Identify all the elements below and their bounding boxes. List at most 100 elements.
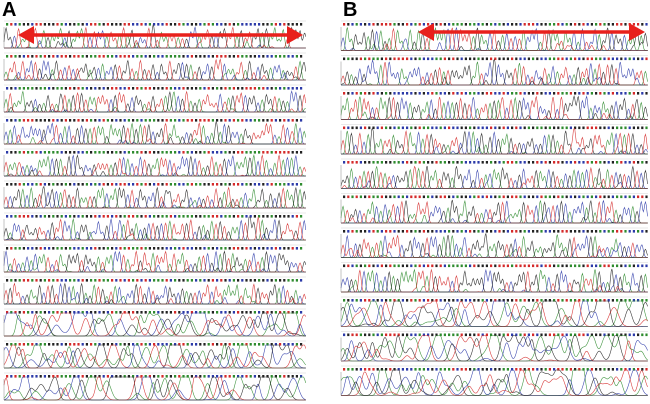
base-call — [31, 119, 34, 122]
base-call — [27, 87, 30, 90]
base-call — [443, 333, 446, 337]
base-call — [43, 87, 46, 90]
base-call — [502, 195, 505, 199]
base-call — [506, 57, 509, 61]
base-call — [258, 55, 261, 58]
base-call — [52, 87, 55, 90]
base-call — [31, 183, 34, 186]
base-call — [511, 368, 514, 371]
base-call — [532, 92, 535, 95]
base-call — [536, 57, 539, 61]
base-call — [56, 375, 59, 378]
base-call — [153, 375, 156, 378]
base-call — [165, 375, 168, 378]
base-call — [540, 333, 543, 337]
base-call — [473, 57, 476, 61]
base-call — [502, 92, 505, 95]
base-call — [427, 92, 430, 95]
base-call — [645, 161, 648, 164]
base-call — [39, 279, 42, 282]
base-call — [620, 92, 623, 95]
base-call — [18, 87, 21, 90]
base-call — [228, 23, 231, 26]
base-call — [422, 368, 425, 371]
base-call — [460, 161, 463, 164]
base-call — [207, 279, 210, 282]
base-call — [544, 264, 547, 268]
base-call — [69, 183, 72, 186]
base-call — [439, 195, 442, 199]
base-call — [523, 299, 526, 302]
base-call — [590, 230, 593, 233]
base-call — [599, 333, 602, 337]
base-call — [343, 92, 346, 95]
base-call — [90, 311, 93, 314]
base-call — [443, 92, 446, 95]
base-call — [48, 23, 51, 26]
base-call — [502, 57, 505, 61]
base-call — [368, 57, 371, 61]
base-call — [582, 92, 585, 95]
base-call — [490, 126, 493, 130]
base-call — [637, 195, 640, 199]
base-call — [616, 368, 619, 371]
base-call — [452, 161, 455, 164]
base-call — [569, 368, 572, 371]
base-call — [443, 264, 446, 268]
base-call — [582, 368, 585, 371]
base-call — [14, 343, 17, 346]
base-call — [35, 311, 38, 314]
base-call — [136, 375, 139, 378]
base-call — [283, 247, 286, 250]
base-call — [161, 183, 164, 186]
base-call — [190, 375, 193, 378]
base-call — [590, 57, 593, 61]
base-call — [368, 368, 371, 371]
base-call — [553, 23, 556, 26]
base-call — [195, 55, 198, 58]
base-call — [98, 279, 101, 282]
base-call — [406, 333, 409, 337]
base-call — [485, 126, 488, 130]
base-call — [161, 87, 164, 90]
base-call — [300, 151, 303, 154]
base-call — [632, 57, 635, 61]
base-call — [22, 151, 25, 154]
base-call — [557, 92, 560, 95]
base-call — [616, 23, 619, 26]
base-call — [456, 299, 459, 302]
base-call — [228, 119, 231, 122]
base-call — [85, 119, 88, 122]
base-call — [632, 161, 635, 164]
base-call — [355, 230, 358, 233]
base-call — [548, 264, 551, 268]
base-call — [368, 92, 371, 95]
base-call — [249, 183, 252, 186]
base-call — [477, 299, 480, 302]
base-call — [211, 279, 214, 282]
base-call — [153, 343, 156, 346]
base-call — [481, 92, 484, 95]
base-call — [641, 333, 644, 337]
base-call — [473, 195, 476, 199]
base-call — [380, 264, 383, 268]
base-call — [431, 333, 434, 337]
base-call — [557, 57, 560, 61]
base-call — [274, 343, 277, 346]
base-call — [406, 299, 409, 302]
base-call — [456, 195, 459, 199]
base-call — [561, 92, 564, 95]
base-call — [372, 57, 375, 61]
base-call — [540, 126, 543, 130]
base-call — [452, 264, 455, 268]
base-call — [469, 126, 472, 130]
base-call — [127, 215, 130, 218]
base-call — [368, 161, 371, 164]
base-call — [481, 195, 484, 199]
base-call — [190, 183, 193, 186]
base-call — [519, 161, 522, 164]
base-call — [295, 55, 298, 58]
base-call — [569, 126, 572, 130]
base-call — [157, 247, 160, 250]
base-call — [132, 247, 135, 250]
